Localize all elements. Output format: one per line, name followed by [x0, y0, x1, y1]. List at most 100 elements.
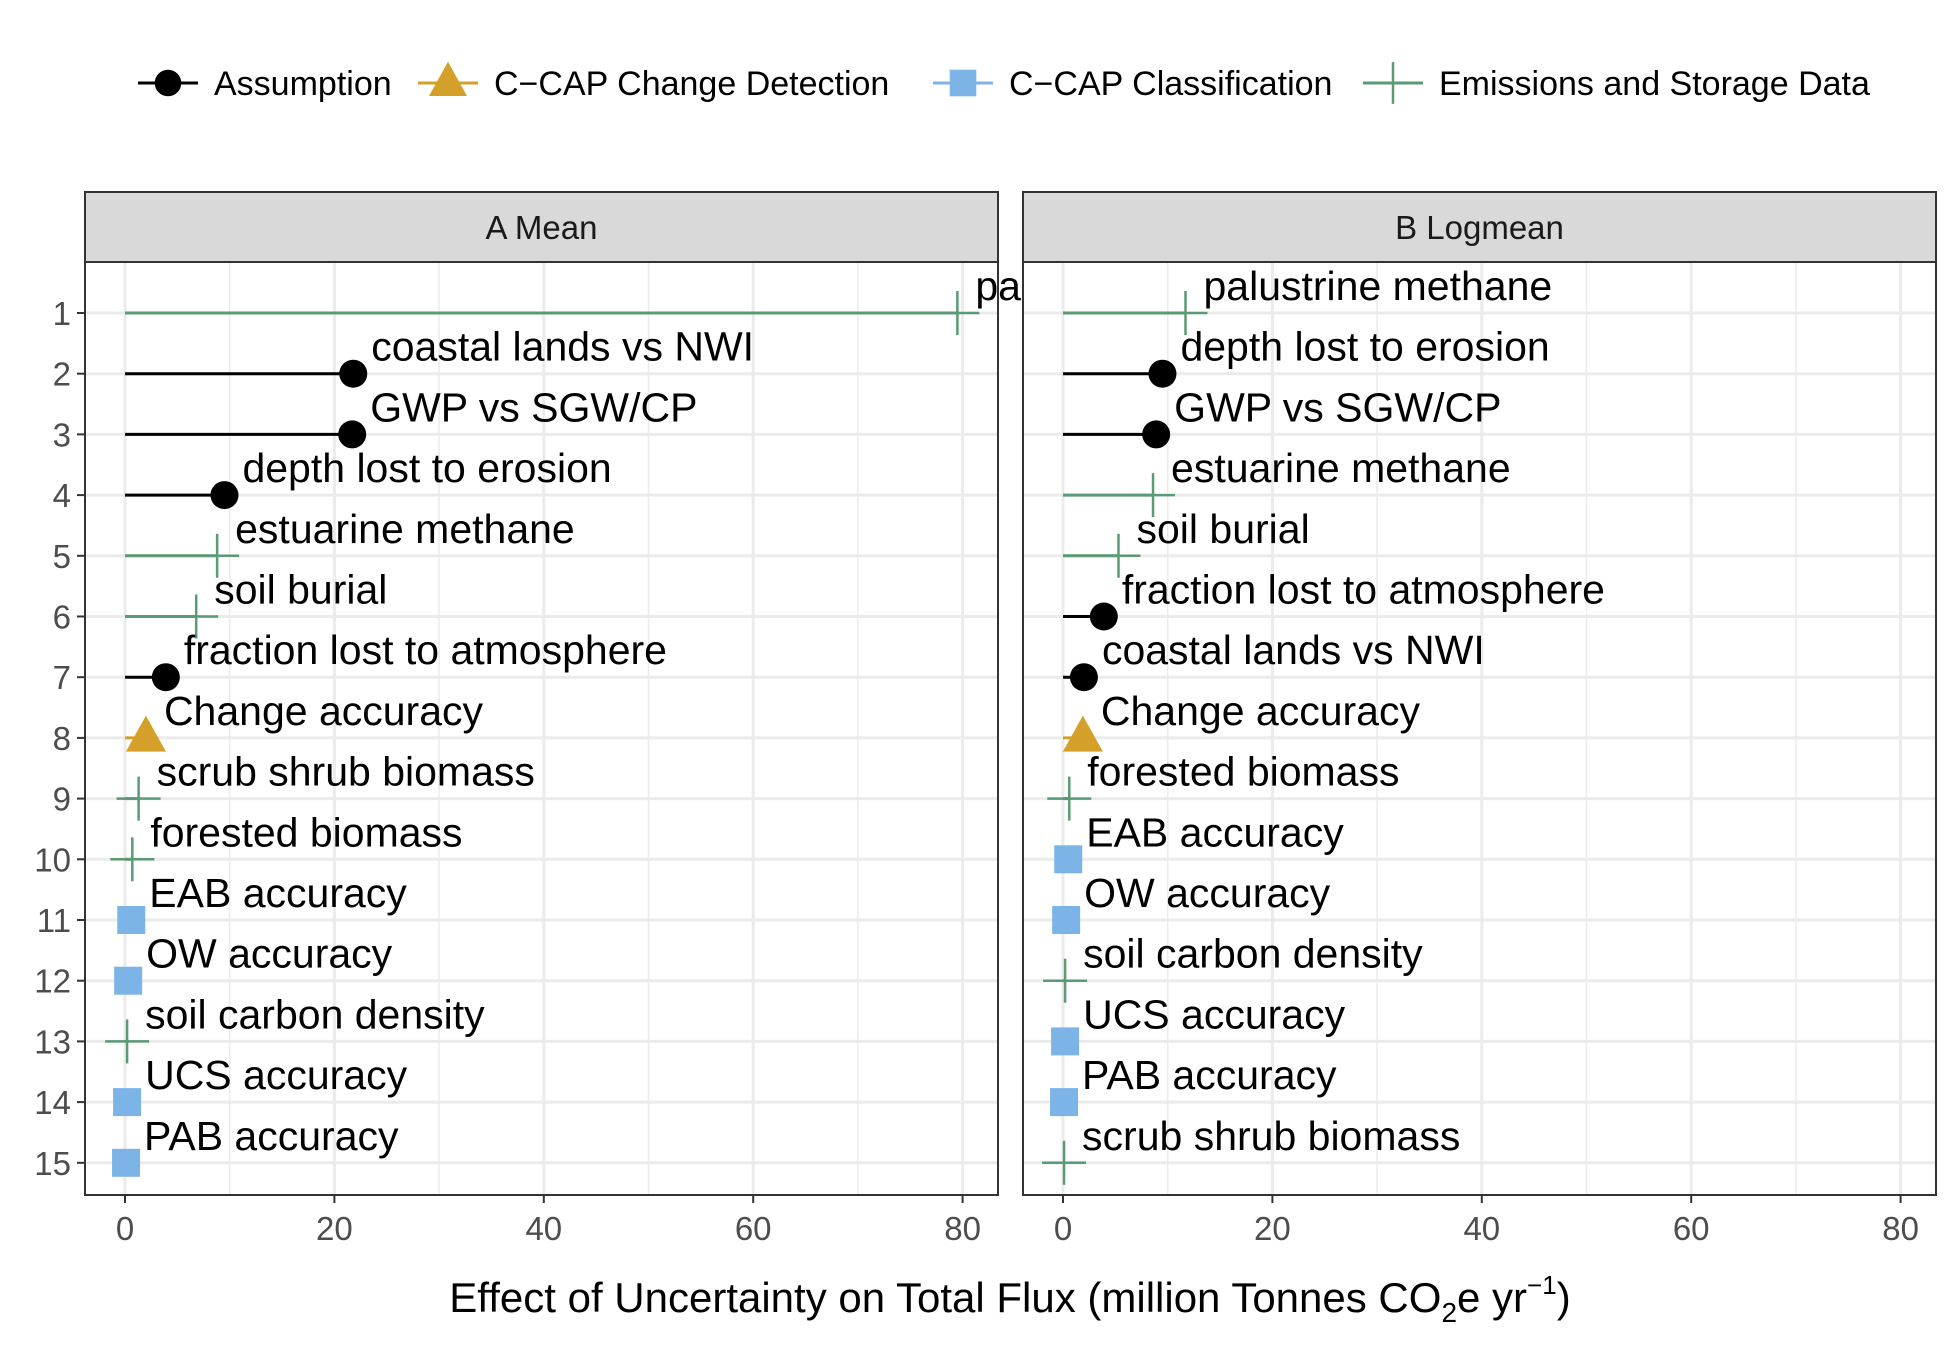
point-marker [1148, 359, 1177, 388]
y-tick-label: 14 [34, 1084, 71, 1121]
point-marker [112, 1148, 141, 1177]
point-marker [1054, 845, 1083, 874]
x-tick-label: 80 [1882, 1210, 1919, 1247]
data-point: estuarine methane [125, 506, 575, 578]
point-marker [1142, 420, 1171, 449]
panel-a: A Meanpalustrine methanecoastal lands vs… [34, 191, 1324, 1247]
data-point: GWP vs SGW/CP [125, 384, 697, 449]
x-axis-label-superscript: −1 [1527, 1270, 1557, 1300]
point-label: Change accuracy [1101, 688, 1421, 734]
point-label: PAB accuracy [1082, 1052, 1337, 1098]
point-label: estuarine methane [1171, 445, 1511, 491]
data-point: UCS accuracy [1051, 991, 1346, 1056]
point-label: fraction lost to atmosphere [1122, 567, 1605, 613]
point-label: estuarine methane [235, 506, 575, 552]
point-label: UCS accuracy [145, 1052, 408, 1098]
y-tick-label: 10 [34, 841, 71, 878]
data-point: depth lost to erosion [125, 445, 612, 510]
point-marker [1062, 715, 1103, 752]
data-point: EAB accuracy [117, 870, 407, 934]
data-point: soil carbon density [105, 991, 485, 1064]
panel-title: B Logmean [1395, 209, 1564, 246]
point-marker [113, 1088, 142, 1117]
point-label: soil burial [214, 567, 387, 613]
legend-label: Assumption [214, 65, 392, 103]
x-tick-label: 0 [1054, 1210, 1072, 1247]
point-label: PAB accuracy [144, 1113, 399, 1159]
panel-b: B Logmean palustrine methane depth lost to… [1022, 191, 1937, 1247]
x-tick-label: 20 [316, 1210, 353, 1247]
panels: A Mean palustrine methane coastal lands vs… [34, 191, 1937, 1247]
y-tick-label: 5 [53, 538, 71, 575]
x-tick-label: 80 [944, 1210, 981, 1247]
legend-item: C−CAP Change Detection [418, 61, 889, 103]
point-marker [154, 69, 182, 97]
y-tick-label: 12 [34, 963, 71, 1000]
legend-item: C−CAP Classification [933, 65, 1332, 103]
data-point: OW accuracy [114, 931, 393, 995]
data-point: estuarine methane [1063, 445, 1511, 518]
point-label: forested biomass [150, 809, 462, 855]
data-point: forested biomass [110, 809, 463, 882]
point-marker [195, 533, 240, 578]
legend-label: Emissions and Storage Data [1439, 65, 1870, 103]
data-point: palustrine methane [1063, 263, 1552, 335]
data-point: UCS accuracy [113, 1052, 408, 1117]
x-axis-label-close: ) [1557, 1274, 1571, 1321]
data-point: fraction lost to atmosphere [125, 627, 667, 692]
legend-label: C−CAP Classification [1009, 65, 1332, 103]
panel-title: A Mean [486, 209, 598, 246]
data-point: soil burial [1063, 506, 1310, 578]
data-point: depth lost to erosion [1063, 324, 1550, 388]
point-label: Change accuracy [164, 688, 484, 734]
data-point: Change accuracy [125, 688, 484, 752]
data-point: forested biomass [1047, 749, 1400, 821]
point-marker [1131, 473, 1176, 518]
y-tick-label: 4 [53, 477, 71, 514]
point-marker [116, 776, 161, 821]
data-point: OW accuracy [1052, 870, 1331, 934]
x-tick-label: 40 [1463, 1210, 1500, 1247]
data-point: GWP vs SGW/CP [1063, 384, 1501, 449]
panel-strip [1022, 191, 1937, 263]
y-tick-label: 13 [34, 1023, 71, 1060]
data-point: coastal lands vs NWI [1063, 627, 1485, 692]
point-marker [949, 69, 977, 97]
data-point: PAB accuracy [1050, 1052, 1337, 1117]
point-marker [105, 1019, 150, 1064]
data-point: scrub shrub biomass [1042, 1113, 1460, 1185]
point-label: OW accuracy [146, 931, 393, 977]
point-marker [1096, 533, 1141, 578]
point-marker [1042, 1140, 1087, 1185]
point-label: coastal lands vs NWI [1102, 627, 1485, 673]
point-label: palustrine methane [1203, 263, 1552, 309]
point-marker [1069, 663, 1098, 692]
point-marker [429, 61, 467, 96]
point-label: scrub shrub biomass [1082, 1113, 1460, 1159]
point-label: depth lost to erosion [242, 445, 611, 491]
x-tick-label: 20 [1254, 1210, 1291, 1247]
plot-background [85, 262, 998, 1195]
point-marker [174, 594, 219, 639]
y-tick-label: 9 [53, 781, 71, 818]
point-marker [1163, 291, 1208, 335]
point-marker [151, 663, 180, 692]
point-label: EAB accuracy [1086, 809, 1344, 855]
point-marker [110, 837, 155, 882]
point-label: OW accuracy [1084, 870, 1331, 916]
y-tick-label: 15 [34, 1145, 71, 1182]
point-marker [117, 906, 146, 934]
point-marker [210, 481, 239, 510]
x-axis-label: Effect of Uncertainty on Total Flux (mil… [449, 1270, 1570, 1328]
data-point: Change accuracy [1062, 688, 1421, 752]
point-label: forested biomass [1087, 749, 1399, 795]
point-label: soil carbon density [1083, 931, 1423, 977]
legend-item: Assumption [138, 65, 392, 103]
point-marker [1047, 776, 1092, 821]
point-label: coastal lands vs NWI [371, 324, 754, 370]
point-marker [1372, 62, 1414, 104]
panel-border [1022, 261, 1937, 1196]
point-label: soil burial [1136, 506, 1309, 552]
data-point: soil burial [125, 567, 387, 639]
legend: Assumption C−CAP Change Detection C−CAP Cl… [138, 61, 1870, 104]
